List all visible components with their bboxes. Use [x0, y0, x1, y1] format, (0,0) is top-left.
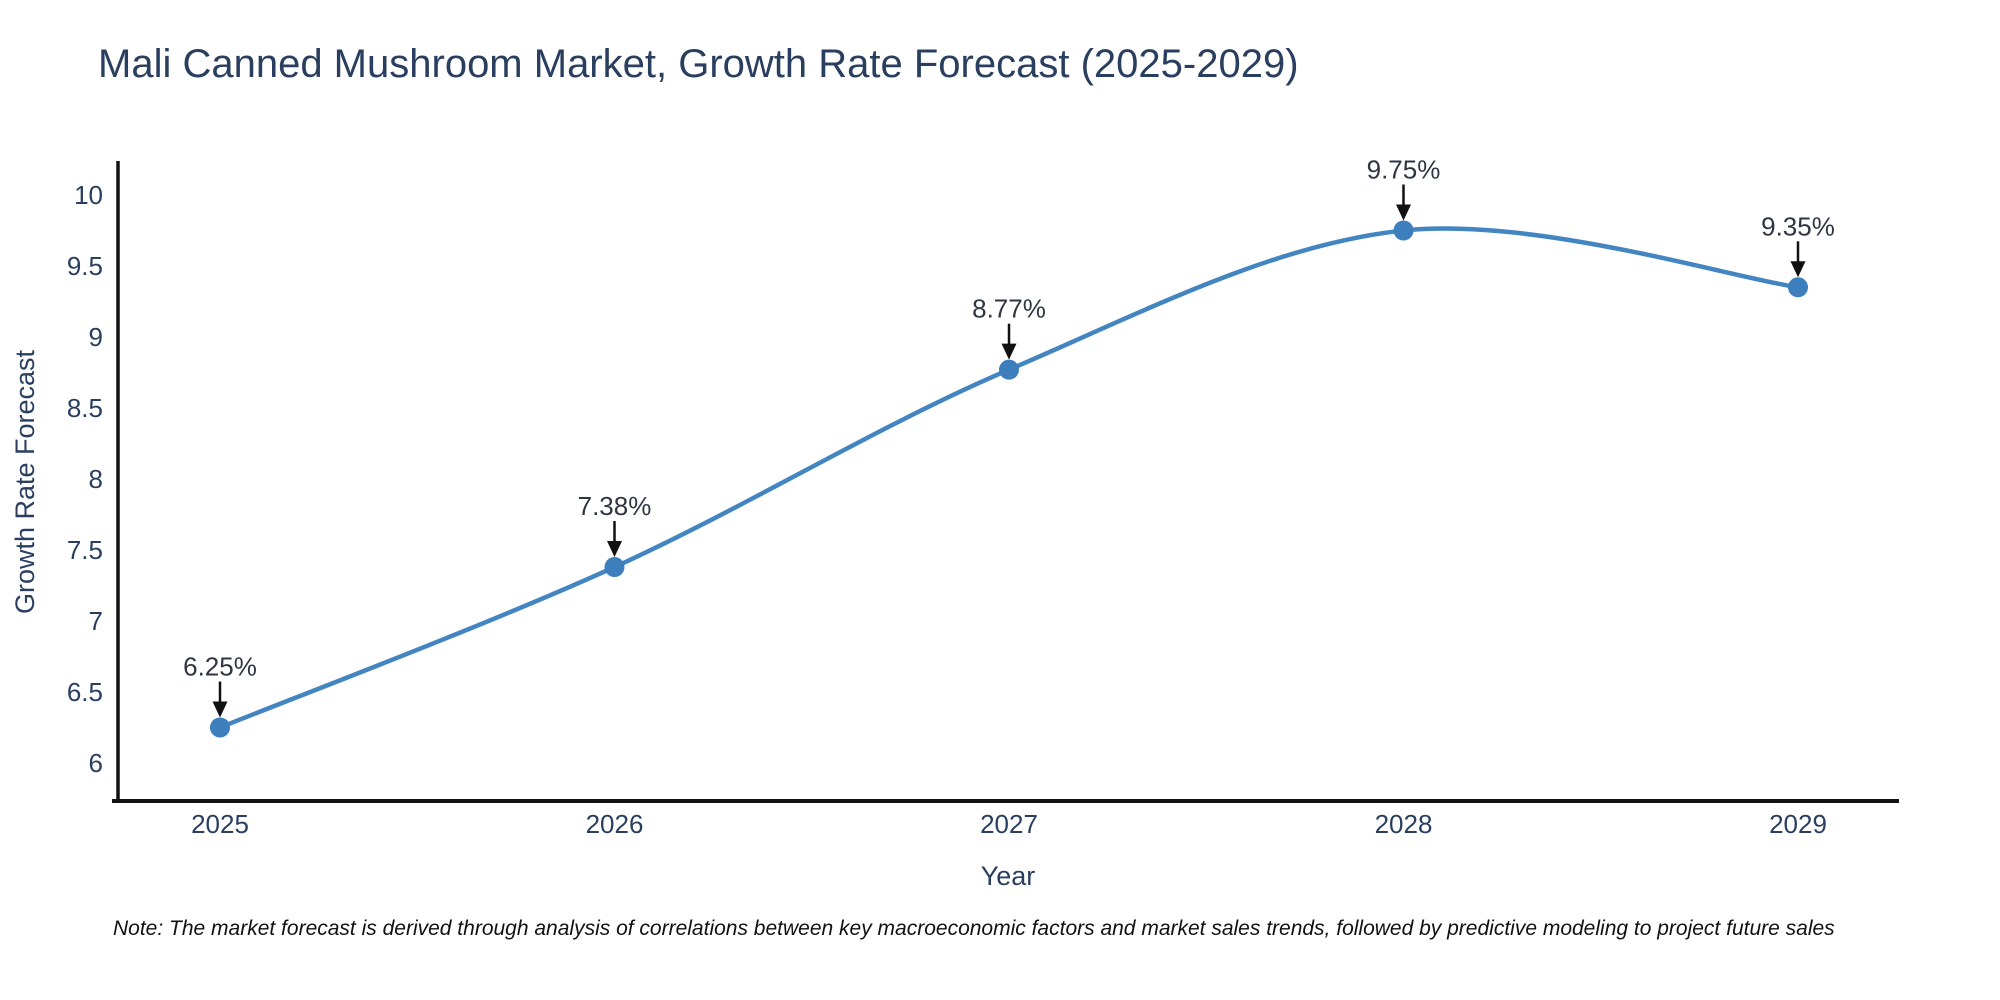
chart-title: Mali Canned Mushroom Market, Growth Rate…: [98, 42, 1299, 86]
footnote: Note: The market forecast is derived thr…: [113, 917, 1835, 940]
y-tick-label: 7: [89, 606, 103, 636]
data-point: [1788, 277, 1808, 298]
x-axis-title: Year: [981, 861, 1036, 891]
y-tick-label: 6: [89, 748, 103, 778]
x-tick-label: 2028: [1375, 809, 1433, 839]
x-tick-label: 2025: [191, 809, 249, 839]
y-tick-label: 8: [89, 464, 103, 494]
annotation-label: 6.25%: [183, 652, 257, 682]
y-tick-label: 7.5: [67, 535, 103, 565]
annotation-arrowhead: [607, 541, 622, 558]
data-point: [999, 359, 1019, 380]
data-point: [210, 717, 230, 738]
annotation-label: 7.38%: [578, 491, 652, 521]
annotation-arrowhead: [212, 701, 228, 718]
y-tick-label: 9.5: [67, 251, 103, 281]
y-axis-title: Growth Rate Forecast: [10, 349, 40, 614]
annotation-arrowhead: [1790, 261, 1806, 278]
annotation-label: 9.35%: [1761, 211, 1835, 241]
annotation-label: 9.75%: [1367, 155, 1441, 185]
data-point: [1393, 220, 1414, 241]
x-tick-label: 2027: [980, 809, 1038, 839]
y-tick-label: 10: [74, 180, 103, 210]
annotation-label: 8.77%: [972, 294, 1046, 324]
annotation-arrowhead: [1001, 343, 1017, 360]
x-tick-label: 2026: [586, 809, 644, 839]
data-point: [604, 557, 625, 578]
x-tick-label: 2029: [1769, 809, 1827, 839]
annotation-arrowhead: [1396, 204, 1411, 221]
y-tick-label: 9: [89, 322, 103, 352]
y-tick-label: 6.5: [67, 677, 103, 707]
y-tick-label: 8.5: [67, 393, 103, 423]
